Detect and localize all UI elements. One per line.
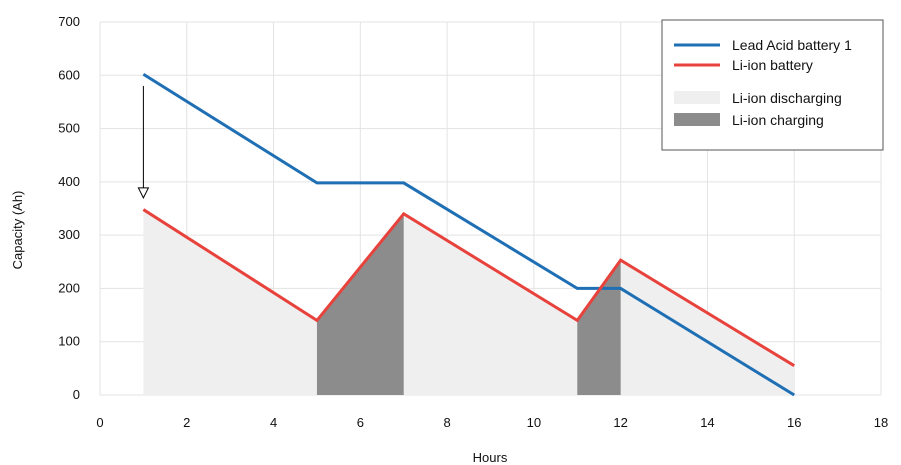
x-tick-label: 18 — [874, 415, 888, 430]
x-tick-label: 0 — [96, 415, 103, 430]
arrow-head — [137, 187, 150, 199]
y-axis-title: Capacity (Ah) — [10, 191, 25, 270]
discharging-area — [143, 209, 317, 395]
charging-area — [316, 213, 404, 395]
x-tick-label: 4 — [270, 415, 277, 430]
y-tick-label: 100 — [58, 334, 80, 349]
y-tick-label: 0 — [73, 387, 80, 402]
x-tick-label: 14 — [700, 415, 714, 430]
x-tick-label: 16 — [787, 415, 801, 430]
charging-area — [577, 260, 621, 395]
x-tick-label: 12 — [613, 415, 627, 430]
x-tick-label: 10 — [527, 415, 541, 430]
shaded-regions — [143, 209, 795, 395]
annotations — [137, 85, 150, 199]
y-tick-label: 700 — [58, 14, 80, 29]
legend-swatch-discharging — [674, 91, 720, 104]
discharging-area — [403, 213, 578, 395]
x-tick-label: 8 — [443, 415, 450, 430]
series-line-li-ion — [142, 208, 796, 367]
legend: Lead Acid battery 1 Li-ion battery Li-io… — [661, 19, 884, 151]
y-tick-label: 300 — [58, 227, 80, 242]
legend-label-lead-acid: Lead Acid battery 1 — [732, 37, 852, 53]
legend-label-li-ion: Li-ion battery — [732, 57, 813, 73]
discharging-area — [620, 260, 795, 395]
y-tick-label: 400 — [58, 174, 80, 189]
y-tick-label: 600 — [58, 67, 80, 82]
legend-label-charging: Li-ion charging — [732, 112, 824, 128]
y-tick-label: 500 — [58, 121, 80, 136]
x-tick-label: 6 — [357, 415, 364, 430]
legend-label-discharging: Li-ion discharging — [732, 90, 842, 106]
x-tick-label: 2 — [183, 415, 190, 430]
y-tick-label: 200 — [58, 280, 80, 295]
legend-swatch-charging — [674, 113, 720, 126]
series-lines — [142, 72, 796, 397]
x-axis-title: Hours — [473, 450, 508, 465]
tick-labels: 0 2 4 6 8 10 12 14 16 18 0 100 200 300 400 500 600 700 — [58, 14, 888, 430]
legend-box — [661, 19, 884, 151]
series-line-lead-acid — [142, 72, 796, 397]
